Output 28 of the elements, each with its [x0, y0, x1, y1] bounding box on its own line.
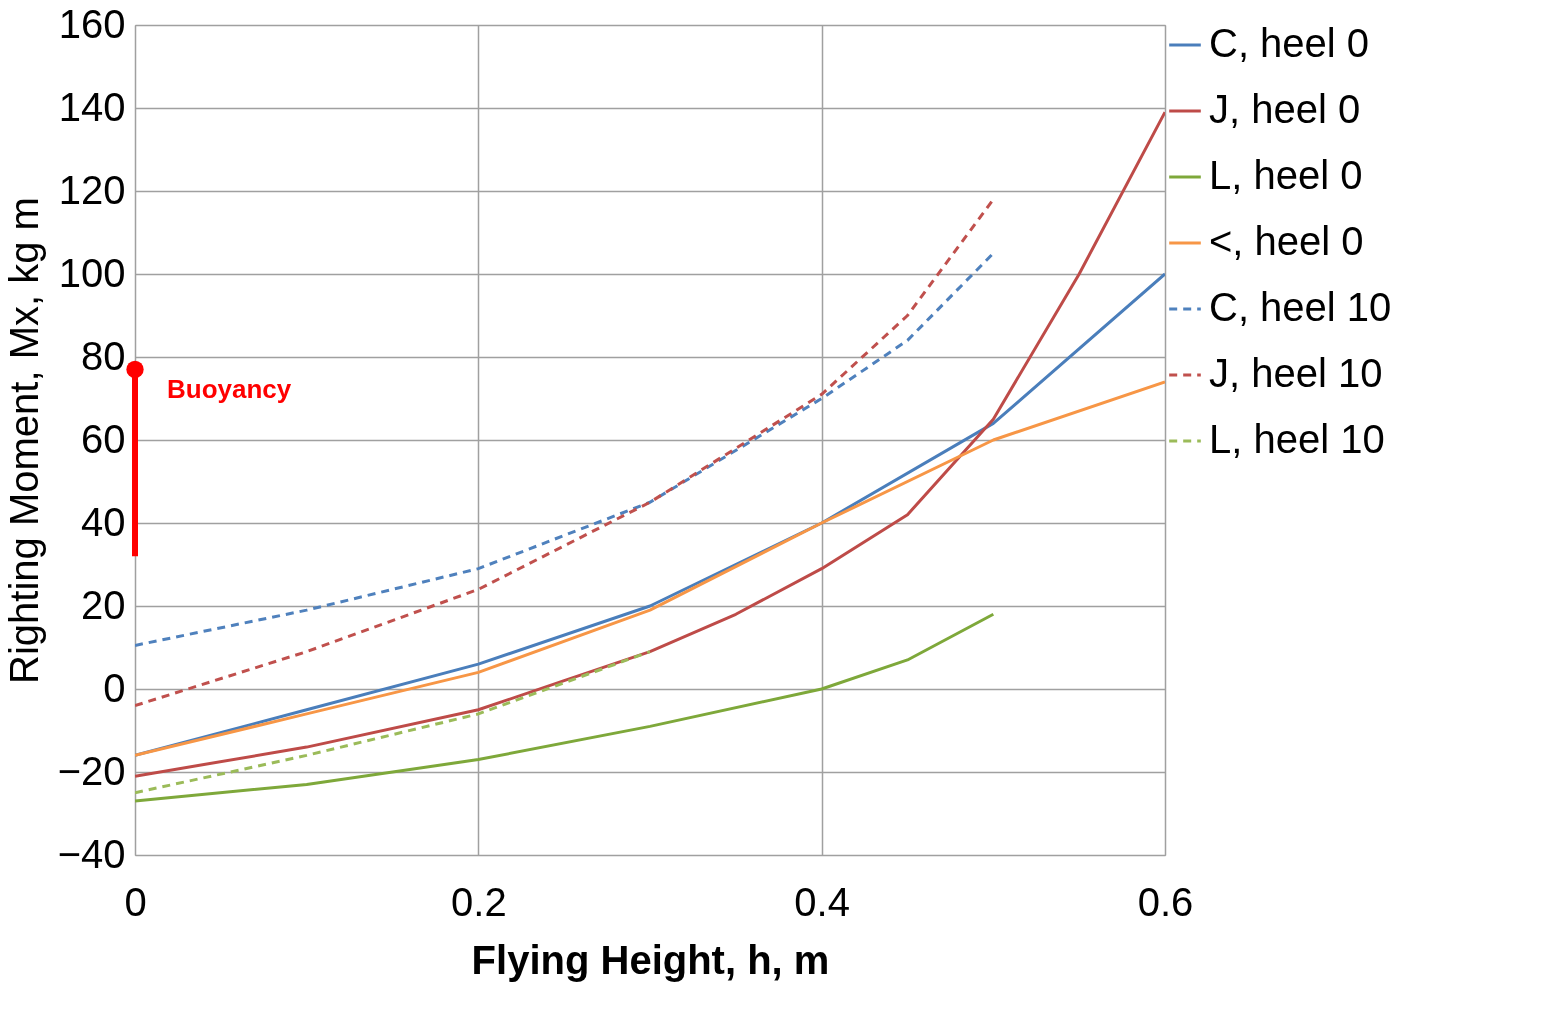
x-axis-title: Flying Height, h, m	[471, 937, 830, 982]
x-tick-label: 0.2	[451, 879, 507, 924]
y-tick-label: 140	[58, 84, 126, 129]
legend-label: C, heel 10	[1209, 285, 1392, 329]
y-tick-label: 120	[58, 167, 126, 212]
y-tick-label: −40	[57, 831, 126, 876]
y-tick-label: 40	[81, 499, 126, 544]
y-tick-label: 20	[81, 582, 126, 627]
legend-label: L, heel 0	[1209, 153, 1363, 197]
y-axis-title: Righting Moment, Mx, kg m	[1, 197, 46, 684]
line-series	[135, 251, 995, 647]
x-tick-label: 0.4	[794, 879, 850, 924]
x-tick-label: 0.6	[1137, 879, 1194, 924]
line-series	[135, 612, 995, 803]
legend-label: J, heel 10	[1209, 351, 1383, 395]
legend-label: L, heel 10	[1209, 417, 1385, 461]
line-series	[135, 380, 1165, 757]
y-tick-label: 80	[81, 333, 126, 378]
legend-label: J, heel 0	[1209, 87, 1361, 131]
y-tick-label: 0	[103, 665, 126, 710]
y-tick-label: 60	[81, 416, 126, 461]
y-tick-label: 100	[58, 250, 126, 295]
series-label: Buoyancy	[167, 374, 292, 405]
legend-label: <, heel 0	[1209, 219, 1364, 263]
line-series	[135, 650, 652, 795]
legend-label: C, heel 0	[1209, 21, 1370, 65]
y-tick-label: 160	[58, 1, 126, 46]
y-tick-label: −20	[57, 748, 126, 793]
